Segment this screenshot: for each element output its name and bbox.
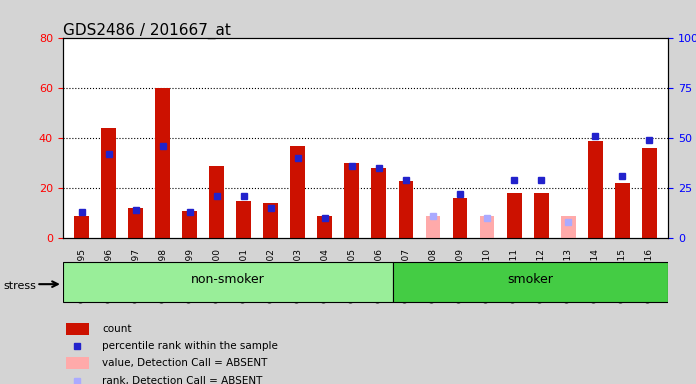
Bar bbox=[345, 163, 359, 238]
Bar bbox=[155, 88, 170, 238]
Text: stress: stress bbox=[3, 281, 36, 291]
Bar bbox=[372, 168, 386, 238]
Text: value, Detection Call = ABSENT: value, Detection Call = ABSENT bbox=[102, 358, 267, 368]
Bar bbox=[237, 200, 251, 238]
Text: percentile rank within the sample: percentile rank within the sample bbox=[102, 341, 278, 351]
Bar bbox=[182, 210, 197, 238]
Bar bbox=[74, 216, 89, 238]
Bar bbox=[209, 166, 224, 238]
Bar bbox=[561, 216, 576, 238]
Bar bbox=[480, 216, 494, 238]
Bar bbox=[65, 323, 88, 335]
Bar bbox=[65, 357, 88, 369]
Bar bbox=[507, 193, 521, 238]
Bar bbox=[317, 216, 332, 238]
Bar bbox=[615, 183, 630, 238]
Bar bbox=[452, 198, 468, 238]
Text: count: count bbox=[102, 324, 132, 334]
Bar bbox=[128, 208, 143, 238]
Bar bbox=[587, 141, 603, 238]
Bar bbox=[101, 128, 116, 238]
Text: non-smoker: non-smoker bbox=[191, 273, 264, 286]
Bar bbox=[642, 148, 656, 238]
Bar bbox=[534, 193, 548, 238]
Bar bbox=[399, 180, 413, 238]
Text: rank, Detection Call = ABSENT: rank, Detection Call = ABSENT bbox=[102, 376, 262, 384]
Bar bbox=[290, 146, 306, 238]
Bar bbox=[393, 262, 668, 302]
Text: GDS2486 / 201667_at: GDS2486 / 201667_at bbox=[63, 23, 230, 39]
Bar bbox=[263, 203, 278, 238]
Text: smoker: smoker bbox=[507, 273, 553, 286]
Bar bbox=[425, 216, 441, 238]
Bar bbox=[63, 262, 393, 302]
